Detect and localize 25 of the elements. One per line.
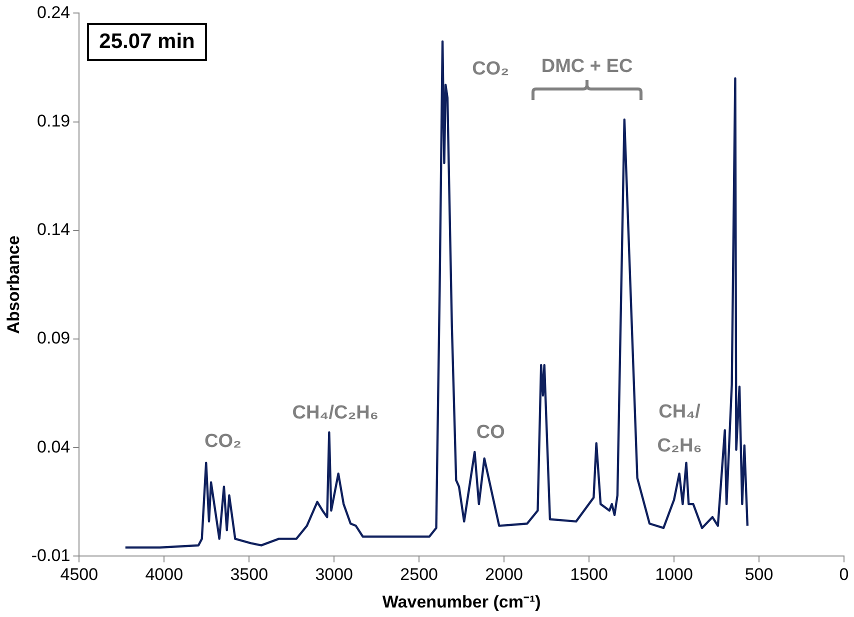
annotation: CH₄/C₂H₆: [292, 402, 379, 424]
y-tick-label: 0.14: [37, 220, 70, 240]
annotation: CO₂: [472, 58, 510, 80]
y-tick-label: 0.19: [37, 111, 70, 130]
x-tick-label: 1000: [655, 565, 693, 584]
x-tick-label: 3000: [315, 565, 354, 584]
annotation: CO: [476, 422, 505, 444]
x-tick-label: 4500: [60, 565, 98, 584]
x-tick-label: 500: [744, 565, 774, 584]
y-axis-title: Absorbance: [4, 236, 23, 334]
x-tick-label: 1500: [570, 565, 608, 584]
y-tick-label: 0.04: [37, 437, 70, 456]
x-tick-label: 4000: [145, 565, 184, 584]
x-tick-label: 3500: [230, 565, 268, 584]
x-tick-label: 2000: [485, 565, 523, 584]
annotation: CH₄/ C₂H₆: [657, 401, 702, 456]
annotation: DMC + EC: [541, 56, 633, 78]
y-tick-label: 0.09: [37, 328, 70, 348]
x-axis-title: Wavenumber (cm⁻¹): [382, 592, 541, 612]
annotation: 25.07 min: [87, 23, 207, 62]
annotation: CO₂: [204, 430, 242, 452]
x-tick-label: 2500: [400, 565, 438, 584]
y-tick-label: -0.01: [31, 546, 70, 565]
x-tick-label: 0: [839, 565, 849, 584]
y-tick-label: 0.24: [37, 2, 70, 22]
